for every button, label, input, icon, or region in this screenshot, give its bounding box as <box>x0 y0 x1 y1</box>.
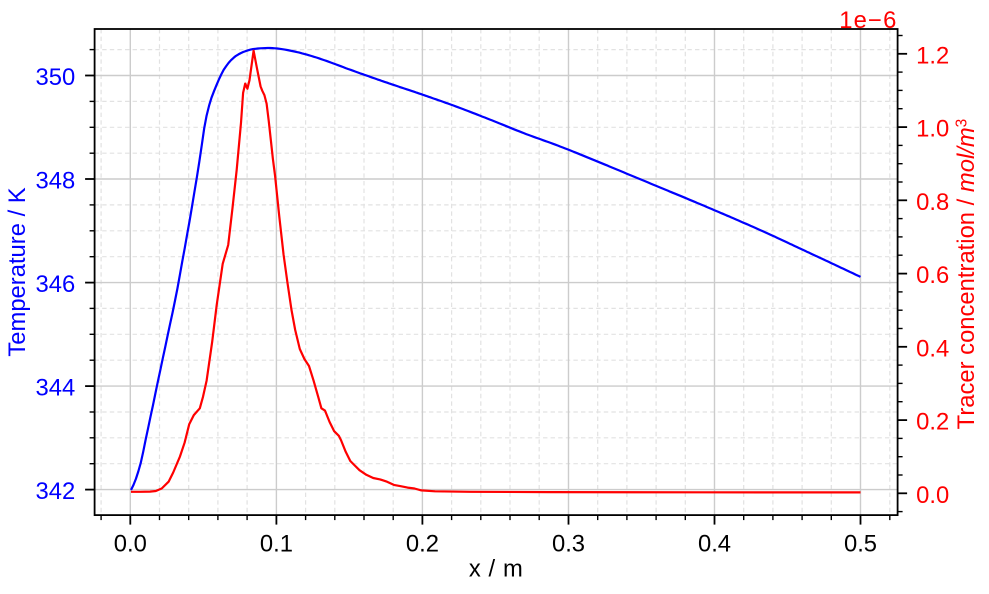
svg-text:0.0: 0.0 <box>916 482 949 509</box>
svg-text:x / m: x / m <box>469 556 524 583</box>
svg-text:344: 344 <box>35 375 75 402</box>
svg-text:1.0: 1.0 <box>916 116 949 143</box>
svg-text:0.5: 0.5 <box>844 530 877 557</box>
svg-text:1.2: 1.2 <box>916 42 949 69</box>
svg-text:0.4: 0.4 <box>916 335 949 362</box>
svg-text:Tracer concentration / mol/m3: Tracer concentration / mol/m3 <box>953 119 980 430</box>
svg-text:0.6: 0.6 <box>916 262 949 289</box>
svg-text:Temperature / K: Temperature / K <box>4 187 31 356</box>
svg-text:0.2: 0.2 <box>916 409 949 436</box>
svg-text:0.3: 0.3 <box>552 530 585 557</box>
svg-text:342: 342 <box>35 478 75 505</box>
svg-text:0.1: 0.1 <box>260 530 293 557</box>
svg-text:346: 346 <box>35 271 75 298</box>
svg-text:350: 350 <box>35 64 75 91</box>
svg-text:348: 348 <box>35 168 75 195</box>
svg-text:0.0: 0.0 <box>114 530 147 557</box>
svg-text:1e−6: 1e−6 <box>839 7 897 34</box>
svg-text:0.4: 0.4 <box>698 530 731 557</box>
svg-text:0.8: 0.8 <box>916 189 949 216</box>
svg-text:0.2: 0.2 <box>406 530 439 557</box>
